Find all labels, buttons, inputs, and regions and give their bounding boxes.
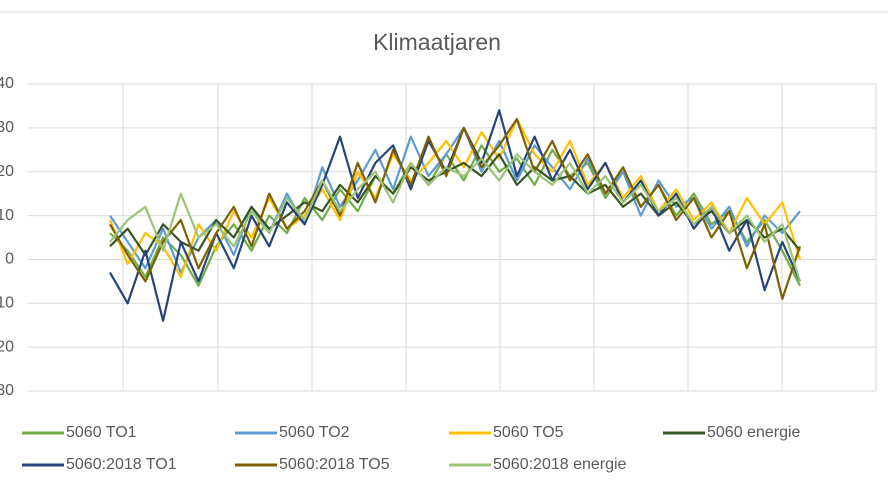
- legend-label: 5060 TO5: [493, 424, 564, 441]
- series-line: [109, 117, 802, 300]
- y-tick-label: 10: [0, 207, 14, 224]
- series-line: [109, 126, 801, 274]
- legend-label: 5060 TO2: [279, 424, 350, 441]
- legend-label: 5060:2018 energie: [493, 456, 627, 473]
- series-line: [109, 153, 802, 282]
- y-tick-label: 40: [0, 75, 14, 92]
- legend-label: 5060:2018 TO1: [66, 456, 177, 473]
- y-tick-label: -10: [0, 295, 14, 312]
- legend-label: 5060 energie: [707, 424, 801, 441]
- y-tick-label: 0: [5, 251, 14, 268]
- y-tick-label: 30: [0, 119, 14, 136]
- y-tick-label: 20: [0, 163, 14, 180]
- vertical-grid: [122, 84, 877, 391]
- legend-label: 5060 TO1: [66, 424, 137, 441]
- legend-label: 5060:2018 TO5: [279, 456, 390, 473]
- y-tick-label: -20: [0, 338, 14, 355]
- chart-title: Klimaatjaren: [373, 29, 501, 55]
- y-tick-label: -30: [0, 382, 14, 399]
